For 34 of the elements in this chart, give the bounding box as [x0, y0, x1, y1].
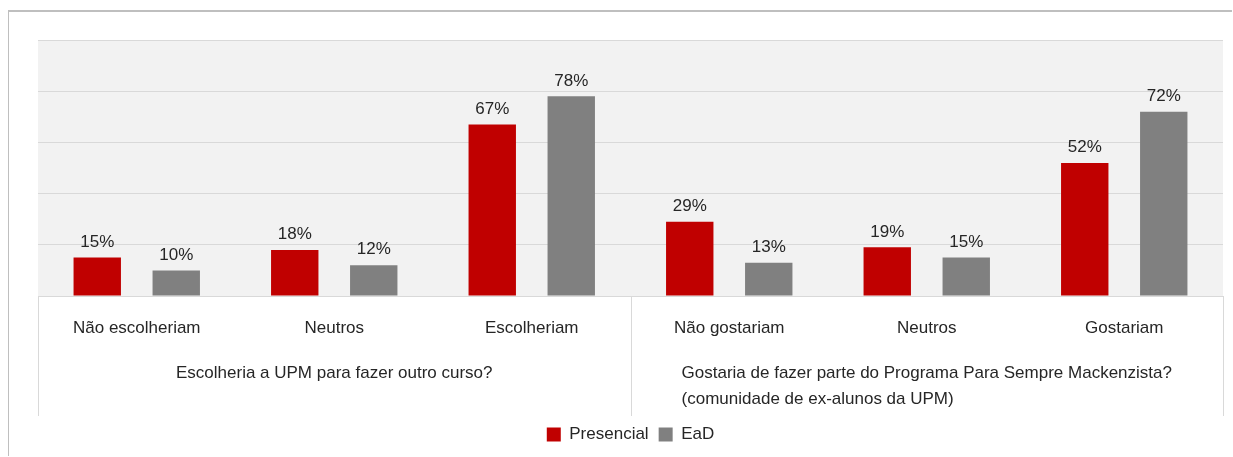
data-label: 13%	[751, 236, 786, 256]
bar	[942, 257, 990, 296]
data-label: 67%	[475, 98, 510, 118]
bar	[271, 249, 319, 296]
bar	[468, 124, 516, 296]
x-tick-label: Neutros	[896, 317, 957, 337]
bar	[152, 270, 200, 296]
data-label: 78%	[554, 70, 589, 90]
bar	[745, 262, 793, 296]
x-tick-label: Não escolheriam	[72, 317, 201, 337]
bar	[350, 265, 398, 296]
bar	[1061, 162, 1109, 296]
data-label: 12%	[356, 239, 391, 259]
data-label: 29%	[672, 195, 707, 215]
text: Gostaria de fazer parte do Programa Para Sempre Mackenzista? (comunidade de ex-alunos da UPM)	[681, 363, 1172, 409]
text: Escolheria a UPM para fazer outro curso?	[175, 363, 493, 383]
x-tick-label: Gostariam	[1085, 317, 1164, 337]
x-tick-label: Neutros	[304, 317, 365, 337]
legend-label: EaD	[681, 424, 715, 444]
data-label: 52%	[1067, 137, 1102, 157]
bar	[547, 96, 595, 296]
data-label: 18%	[277, 224, 312, 244]
legend-label: Presencial	[569, 424, 649, 444]
bar	[1140, 111, 1188, 296]
data-label: 19%	[870, 221, 905, 241]
bar	[666, 221, 714, 296]
data-label: 15%	[949, 231, 984, 251]
x-tick-label: Não gostariam	[673, 317, 785, 337]
bar	[863, 247, 911, 296]
x-tick-label: Escolheriam	[484, 317, 579, 337]
data-label: 15%	[80, 231, 115, 251]
bar	[73, 257, 121, 296]
data-label: 10%	[159, 244, 194, 264]
data-label: 72%	[1146, 85, 1181, 105]
